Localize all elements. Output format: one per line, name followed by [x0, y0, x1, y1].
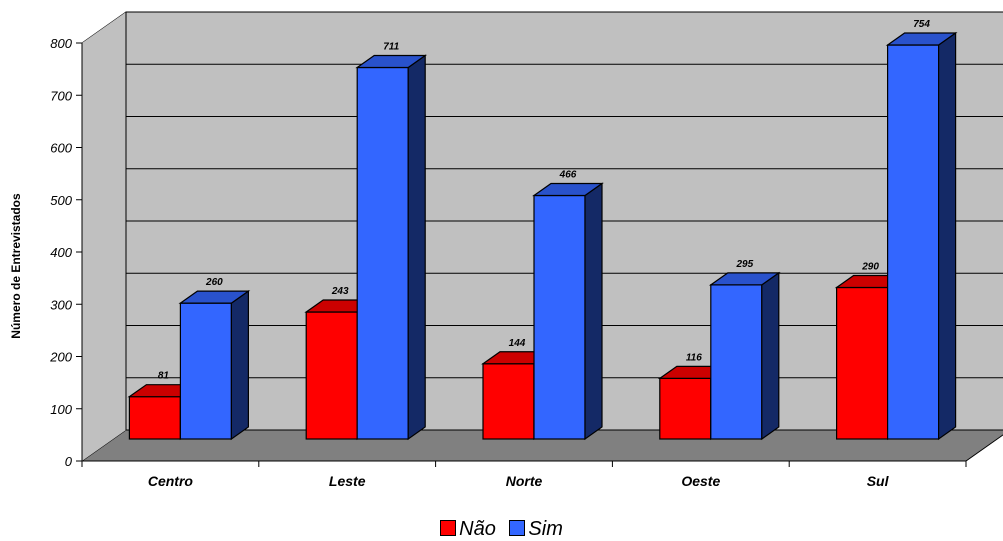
y-axis: 0 100 200 300 400 500 600 700 800 [49, 12, 127, 469]
bar-top [178, 290, 251, 304]
x-tick-label-leste: Leste [329, 473, 366, 489]
x-tick-label-sul: Sul [867, 473, 890, 489]
y-tick-label: 300 [50, 297, 72, 312]
data-label-sim-norte: 466 [559, 170, 577, 181]
bar-sim-norte [532, 182, 604, 441]
data-label-nao-norte: 144 [509, 338, 526, 349]
bar-top [708, 272, 781, 286]
y-tick-label: 500 [50, 193, 72, 208]
data-labels: 81 243 144 116 290 260 711 466 295 754 [158, 19, 931, 382]
legend-swatch-sim [509, 520, 526, 537]
legend-swatch-nao [440, 520, 457, 537]
legend-item-nao: Não [440, 518, 496, 541]
bar-side [584, 182, 603, 441]
data-label-sim-leste: 711 [383, 42, 399, 53]
data-label-nao-oeste: 116 [686, 352, 702, 363]
x-tick-label-norte: Norte [506, 473, 543, 489]
bar-front [356, 66, 409, 440]
bar-side [230, 289, 249, 441]
x-tick-label-oeste: Oeste [681, 473, 720, 489]
y-tick-label: 600 [50, 141, 72, 156]
bar-side [937, 31, 957, 441]
y-axis-title: Número de Entrevistados [9, 193, 23, 339]
bar-front [305, 311, 358, 440]
bar-front [659, 377, 712, 440]
bar-sim-centro [178, 289, 251, 441]
legend-label-nao: Não [459, 518, 496, 541]
y-tick-label: 0 [65, 454, 73, 469]
bar-top [355, 54, 428, 69]
bar-top [532, 182, 604, 197]
y-tick-label: 200 [49, 350, 72, 365]
legend-label-sim: Sim [528, 518, 563, 541]
bar-sim-sul [885, 31, 958, 441]
y-tick-label: 800 [50, 36, 72, 51]
data-label-nao-sul: 290 [861, 261, 879, 272]
legend-item-sim: Sim [509, 518, 563, 541]
bar-chart: 0 100 200 300 400 500 600 700 800 Centro Leste Nor… [9, 11, 1003, 489]
x-tick-label-centro: Centro [148, 473, 194, 489]
bar-front [179, 302, 232, 440]
bar-top [885, 32, 958, 46]
bar-side [761, 271, 780, 441]
y-tick-label: 700 [50, 88, 72, 103]
bar-front [710, 284, 763, 440]
bar-sim-oeste [708, 271, 781, 441]
legend: Não Sim [0, 518, 1003, 541]
left-wall-panel [82, 12, 126, 461]
bar-front [533, 194, 586, 440]
data-label-nao-leste: 243 [331, 286, 349, 297]
bar-front [886, 44, 940, 440]
data-label-sim-sul: 754 [913, 19, 930, 30]
bar-front [835, 286, 889, 440]
bar-side [407, 54, 426, 441]
bar-front [482, 363, 535, 440]
y-tick-label: 400 [50, 245, 72, 260]
data-label-sim-centro: 260 [205, 277, 223, 288]
plot-left-wall [82, 12, 126, 461]
y-tick-label: 100 [50, 402, 72, 417]
x-axis: Centro Leste Norte Oeste Sul [81, 460, 967, 489]
bars [127, 31, 958, 441]
bar-front [128, 396, 181, 440]
data-label-sim-oeste: 295 [735, 259, 753, 270]
data-label-nao-centro: 81 [158, 371, 170, 382]
bar-sim-leste [355, 54, 428, 441]
